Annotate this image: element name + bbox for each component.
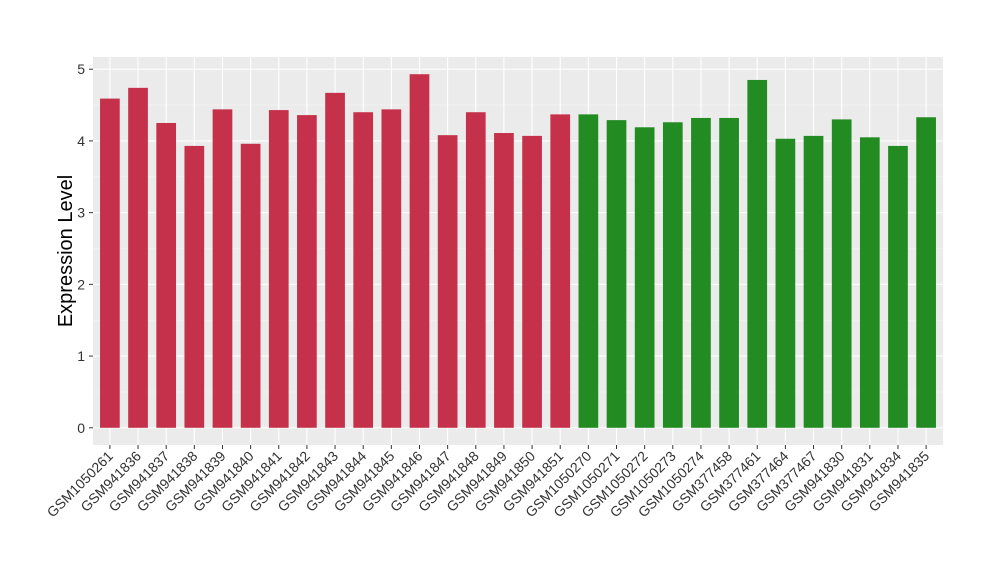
bar — [437, 135, 458, 428]
bar — [888, 145, 908, 428]
bar — [494, 133, 514, 428]
bar — [550, 114, 571, 428]
bar — [184, 145, 205, 428]
bar — [268, 110, 289, 428]
bar — [859, 137, 880, 428]
bar — [775, 138, 796, 428]
bar — [606, 120, 627, 428]
bar — [691, 117, 711, 428]
bar — [212, 109, 233, 428]
bar — [100, 98, 120, 428]
bar — [662, 122, 683, 428]
y-tick-label: 3 — [77, 205, 85, 221]
bar — [465, 112, 486, 428]
bar — [578, 114, 599, 428]
bar — [719, 117, 739, 428]
bar — [381, 109, 402, 428]
bar — [831, 119, 852, 428]
bar — [747, 79, 768, 428]
bar — [156, 122, 177, 428]
y-tick-label: 1 — [77, 348, 85, 364]
bar — [409, 74, 430, 428]
y-tick-label: 2 — [77, 276, 85, 292]
y-tick-label: 5 — [77, 61, 85, 77]
bar — [297, 115, 317, 428]
bar — [353, 112, 374, 428]
bar — [522, 135, 542, 428]
plot-panel — [93, 57, 943, 445]
y-axis-label: Expression Level — [55, 175, 77, 327]
bar — [128, 87, 148, 428]
bar — [803, 135, 824, 428]
bar — [916, 117, 936, 428]
bar — [634, 127, 655, 428]
bar — [325, 92, 345, 428]
y-tick-label: 0 — [77, 420, 85, 436]
bar — [240, 143, 261, 428]
y-tick-label: 4 — [77, 133, 85, 149]
